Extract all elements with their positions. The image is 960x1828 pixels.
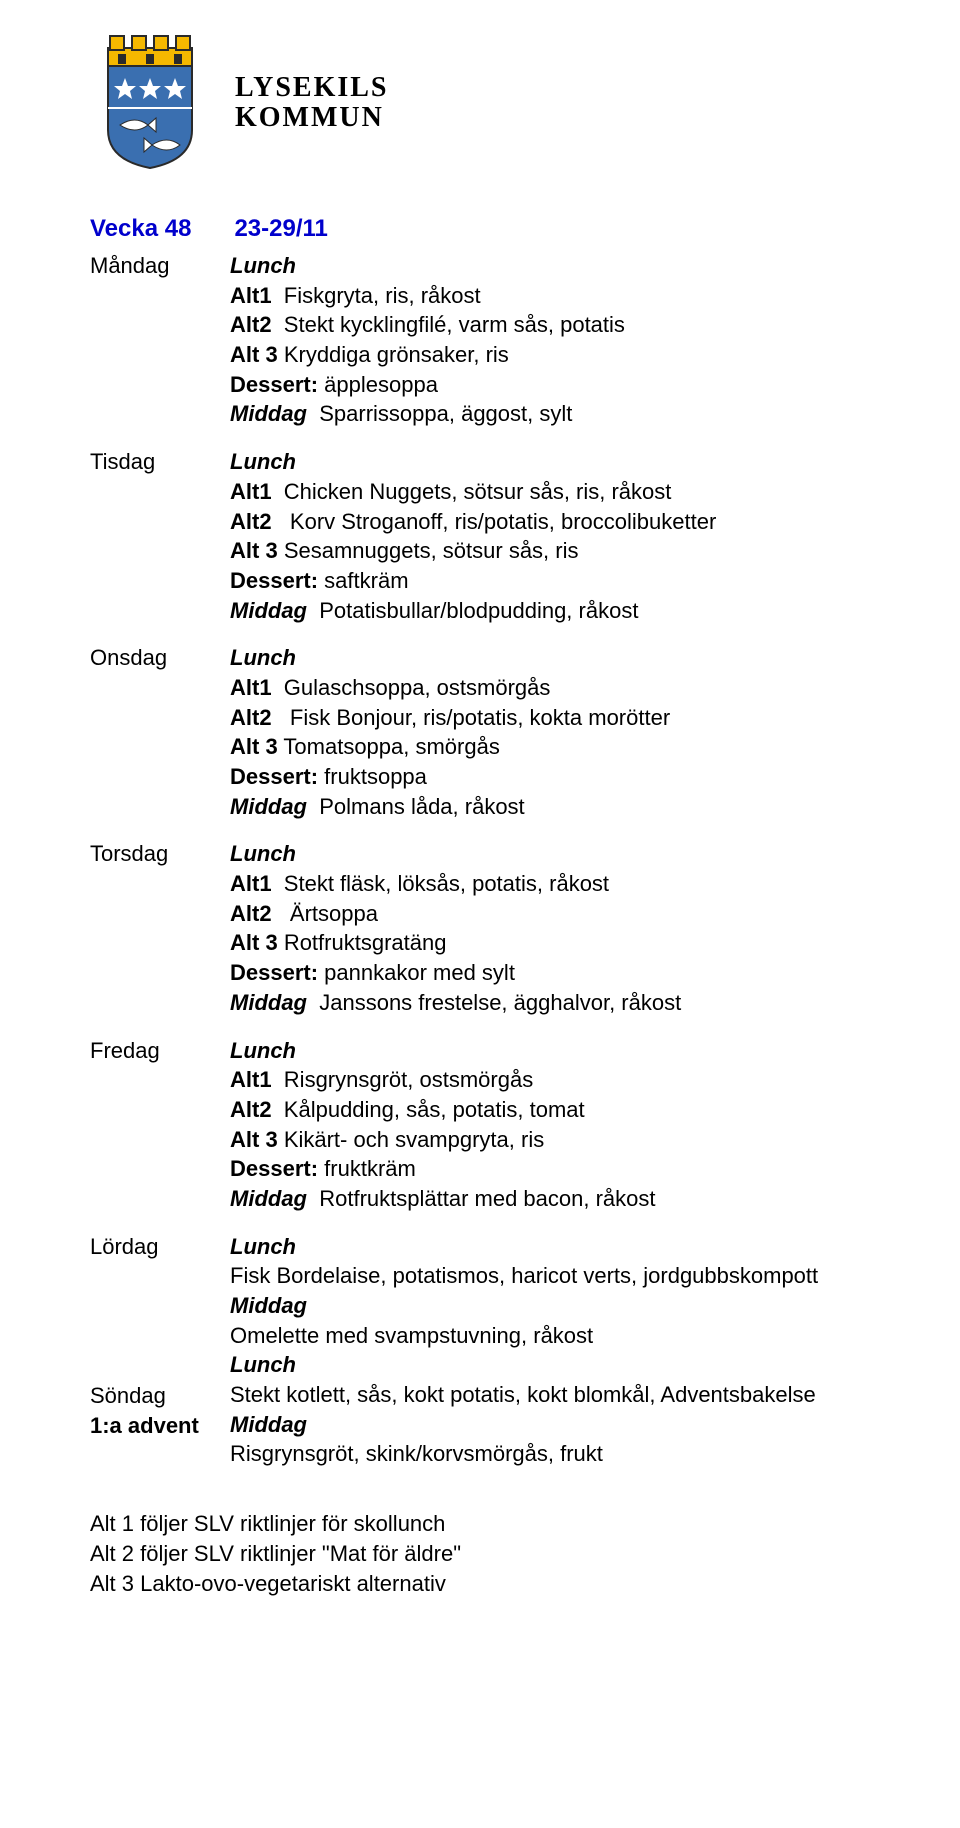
week-row: Vecka 48 23-29/11 <box>90 215 910 243</box>
sunday-extra: 1:a advent <box>90 1411 230 1441</box>
day-name: Onsdag <box>90 643 230 673</box>
middag-text: Janssons frestelse, ägghalvor, råkost <box>319 990 681 1015</box>
alt2-label: Alt2 <box>230 1097 272 1122</box>
day-content: Lunch Alt1 Chicken Nuggets, sötsur sås, … <box>230 447 910 625</box>
middag-text: Potatisbullar/blodpudding, råkost <box>319 598 638 623</box>
middag-text: Polmans låda, råkost <box>319 794 524 819</box>
dessert-label: Dessert: <box>230 372 318 397</box>
alt2-label: Alt2 <box>230 509 272 534</box>
sat-middag-text: Omelette med svampstuvning, råkost <box>230 1321 910 1351</box>
lunch-heading: Lunch <box>230 1038 296 1063</box>
dessert-text: saftkräm <box>324 568 408 593</box>
saturday-name: Lördag <box>90 1232 230 1262</box>
footer-line-1: Alt 1 följer SLV riktlinjer för skollunc… <box>90 1509 910 1539</box>
sat-lunch-text: Fisk Bordelaise, potatismos, haricot ver… <box>230 1261 910 1291</box>
alt1-text: Risgrynsgröt, ostsmörgås <box>284 1067 533 1092</box>
lunch-heading: Lunch <box>230 449 296 474</box>
day-friday: Fredag Lunch Alt1 Risgrynsgröt, ostsmörg… <box>90 1036 910 1214</box>
alt1-text: Gulaschsoppa, ostsmörgås <box>284 675 551 700</box>
middag-label: Middag <box>230 598 307 623</box>
day-weekend: Lördag Söndag 1:a advent Lunch Fisk Bord… <box>90 1232 910 1470</box>
alt3-label: Alt 3 <box>230 538 278 563</box>
dessert-text: fruktkräm <box>324 1156 416 1181</box>
day-wednesday: Onsdag Lunch Alt1 Gulaschsoppa, ostsmörg… <box>90 643 910 821</box>
sun-lunch-heading: Lunch <box>230 1352 296 1377</box>
sat-middag-label: Middag <box>230 1293 307 1318</box>
day-content: Lunch Alt1 Fiskgryta, ris, råkost Alt2 S… <box>230 251 910 429</box>
alt3-label: Alt 3 <box>230 734 278 759</box>
day-content: Lunch Alt1 Gulaschsoppa, ostsmörgås Alt2… <box>230 643 910 821</box>
dessert-text: äpplesoppa <box>324 372 438 397</box>
week-dates: 23-29/11 <box>234 215 327 242</box>
lunch-heading: Lunch <box>230 645 296 670</box>
alt1-text: Fiskgryta, ris, råkost <box>284 283 481 308</box>
day-name: Måndag <box>90 251 230 281</box>
day-name: Fredag <box>90 1036 230 1066</box>
logo-line-1: LYSEKILS <box>235 73 389 102</box>
alt2-text: Korv Stroganoff, ris/potatis, broccolibu… <box>290 509 716 534</box>
lunch-heading: Lunch <box>230 841 296 866</box>
alt1-label: Alt1 <box>230 675 272 700</box>
middag-label: Middag <box>230 1186 307 1211</box>
dessert-text: pannkakor med sylt <box>324 960 515 985</box>
day-monday: Måndag Lunch Alt1 Fiskgryta, ris, råkost… <box>90 251 910 429</box>
week-label: Vecka 48 <box>90 215 230 243</box>
municipality-crest-icon <box>90 30 210 175</box>
alt3-text: Rotfruktsgratäng <box>284 930 447 955</box>
header: LYSEKILS KOMMUN <box>90 30 910 175</box>
alt3-text: Kryddiga grönsaker, ris <box>284 342 509 367</box>
municipality-logo-text: LYSEKILS KOMMUN <box>235 73 389 132</box>
alt2-text: Fisk Bonjour, ris/potatis, kokta morötte… <box>290 705 670 730</box>
alt3-label: Alt 3 <box>230 1127 278 1152</box>
alt2-text: Stekt kycklingfilé, varm sås, potatis <box>284 312 625 337</box>
alt2-label: Alt2 <box>230 705 272 730</box>
middag-text: Sparrissoppa, äggost, sylt <box>319 401 572 426</box>
alt1-label: Alt1 <box>230 283 272 308</box>
sat-lunch-heading: Lunch <box>230 1234 296 1259</box>
alt1-text: Chicken Nuggets, sötsur sås, ris, råkost <box>284 479 672 504</box>
alt1-label: Alt1 <box>230 479 272 504</box>
day-name: Torsdag <box>90 839 230 869</box>
alt2-text: Ärtsoppa <box>290 901 378 926</box>
alt3-text: Sesamnuggets, sötsur sås, ris <box>284 538 579 563</box>
logo-line-2: KOMMUN <box>235 103 389 132</box>
middag-label: Middag <box>230 794 307 819</box>
day-name: Tisdag <box>90 447 230 477</box>
dessert-text: fruktsoppa <box>324 764 427 789</box>
alt1-text: Stekt fläsk, löksås, potatis, råkost <box>284 871 609 896</box>
alt3-text: Tomatsoppa, smörgås <box>283 734 499 759</box>
dessert-label: Dessert: <box>230 568 318 593</box>
alt2-label: Alt2 <box>230 901 272 926</box>
alt3-label: Alt 3 <box>230 342 278 367</box>
alt1-label: Alt1 <box>230 871 272 896</box>
dessert-label: Dessert: <box>230 960 318 985</box>
sun-middag-label: Middag <box>230 1412 307 1437</box>
lunch-heading: Lunch <box>230 253 296 278</box>
footer-line-2: Alt 2 följer SLV riktlinjer "Mat för äld… <box>90 1539 910 1569</box>
alt3-label: Alt 3 <box>230 930 278 955</box>
day-content: Lunch Alt1 Risgrynsgröt, ostsmörgås Alt2… <box>230 1036 910 1214</box>
day-tuesday: Tisdag Lunch Alt1 Chicken Nuggets, sötsu… <box>90 447 910 625</box>
weekend-content: Lunch Fisk Bordelaise, potatismos, haric… <box>230 1232 910 1470</box>
alt3-text: Kikärt- och svampgryta, ris <box>284 1127 544 1152</box>
alt2-label: Alt2 <box>230 312 272 337</box>
day-content: Lunch Alt1 Stekt fläsk, löksås, potatis,… <box>230 839 910 1017</box>
dessert-label: Dessert: <box>230 1156 318 1181</box>
middag-label: Middag <box>230 990 307 1015</box>
footer-line-3: Alt 3 Lakto-ovo-vegetariskt alternativ <box>90 1569 910 1599</box>
alt1-label: Alt1 <box>230 1067 272 1092</box>
alt2-text: Kålpudding, sås, potatis, tomat <box>284 1097 585 1122</box>
sun-middag-text: Risgrynsgröt, skink/korvsmörgås, frukt <box>230 1439 910 1469</box>
middag-label: Middag <box>230 401 307 426</box>
sun-lunch-text: Stekt kotlett, sås, kokt potatis, kokt b… <box>230 1380 910 1410</box>
sunday-name: Söndag <box>90 1381 230 1411</box>
footer: Alt 1 följer SLV riktlinjer för skollunc… <box>90 1509 910 1598</box>
day-thursday: Torsdag Lunch Alt1 Stekt fläsk, löksås, … <box>90 839 910 1017</box>
day-weekend-labels: Lördag Söndag 1:a advent <box>90 1232 230 1441</box>
middag-text: Rotfruktsplättar med bacon, råkost <box>319 1186 655 1211</box>
dessert-label: Dessert: <box>230 764 318 789</box>
